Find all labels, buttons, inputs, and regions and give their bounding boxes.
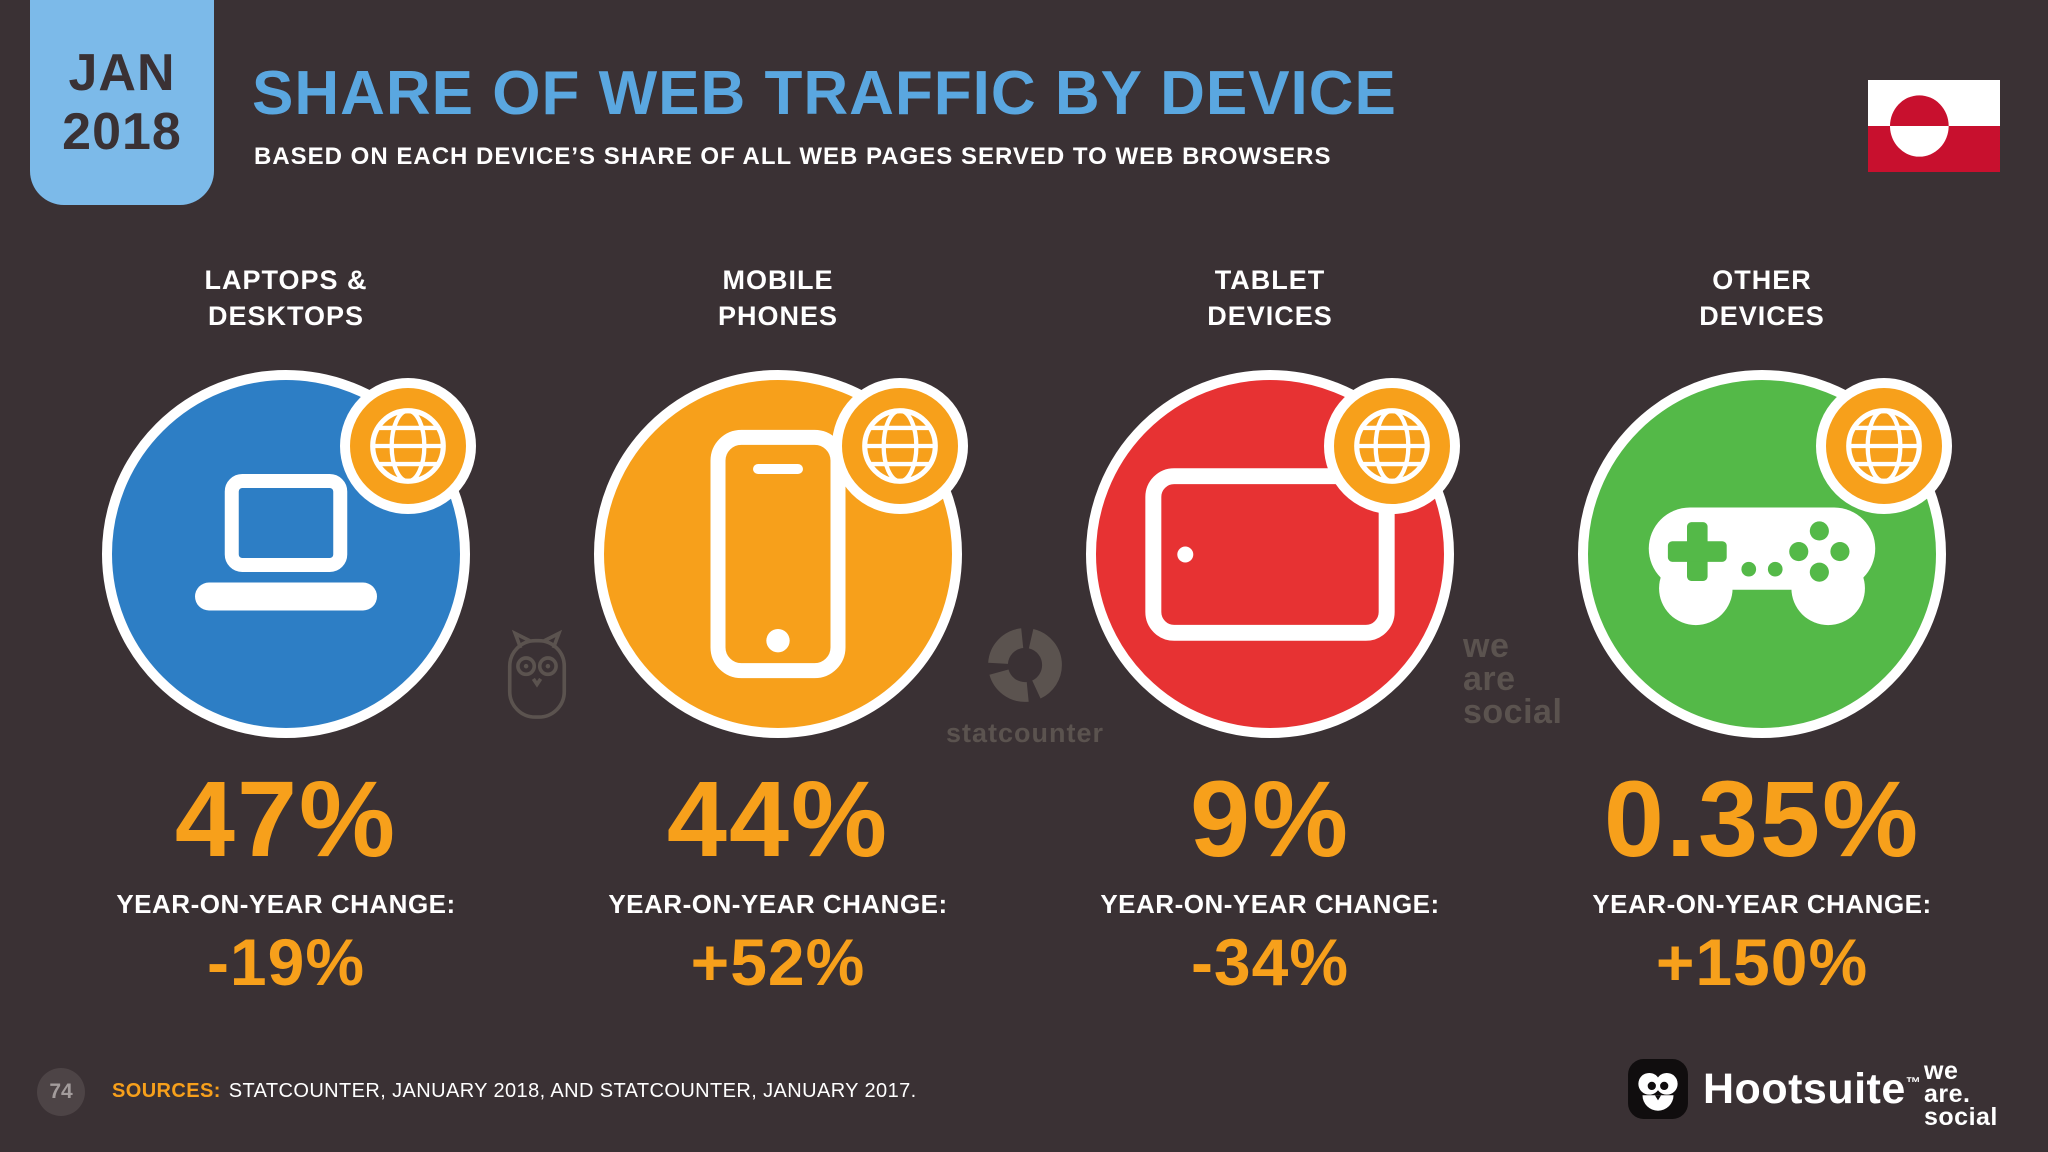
device-column-tablet: TABLET DEVICES [1024, 262, 1516, 1000]
hootsuite-owl-watermark-icon [500, 628, 574, 733]
statcounter-pie-icon [988, 628, 1062, 702]
yoy-change-value: +52% [690, 924, 866, 999]
globe-badge [340, 378, 476, 514]
share-value: 0.35% [1603, 758, 1921, 879]
wm-was-line: are [1463, 660, 1516, 698]
hootsuite-logo: Hootsuite™ [1627, 1058, 1921, 1120]
statcounter-watermark: statcounter [945, 620, 1105, 749]
greenland-flag [1868, 80, 2000, 172]
device-columns: LAPTOPS & DESKTOPS [40, 262, 2008, 1000]
globe-badge [1816, 378, 1952, 514]
device-label-line1: LAPTOPS & [204, 265, 368, 295]
date-year: 2018 [62, 102, 182, 161]
device-label-line2: PHONES [717, 301, 839, 332]
yoy-change-label: YEAR-ON-YEAR CHANGE: [1100, 888, 1440, 919]
hootsuite-wordmark: Hootsuite™ [1703, 1065, 1921, 1114]
date-badge: JAN 2018 [30, 0, 214, 205]
device-circle [102, 370, 476, 738]
device-circle [1086, 370, 1460, 738]
device-label-line1: TABLET [1214, 265, 1326, 295]
sources-label: SOURCES: [112, 1080, 221, 1102]
device-label: TABLET DEVICES [1207, 262, 1333, 336]
hootsuite-owl-icon [1628, 1059, 1688, 1119]
hootsuite-wordmark-text: Hootsuite [1703, 1064, 1906, 1113]
wm-was-line: social [1463, 693, 1563, 731]
game-controller-icon [1648, 506, 1876, 625]
device-label-line2: DEVICES [1699, 301, 1825, 332]
device-label-line2: DEVICES [1207, 301, 1333, 332]
globe-icon [370, 408, 446, 484]
was-logo-line: social [1924, 1103, 1998, 1131]
device-label: LAPTOPS & DESKTOPS [204, 262, 367, 336]
yoy-change-label: YEAR-ON-YEAR CHANGE: [608, 888, 948, 919]
we-are-social-logo: we are. social [1924, 1057, 1998, 1131]
device-label-line1: OTHER [1712, 265, 1812, 295]
page-title: SHARE OF WEB TRAFFIC BY DEVICE [252, 59, 1397, 128]
share-value: 47% [174, 758, 398, 879]
wm-was-line: we [1463, 627, 1510, 665]
share-value: 44% [666, 758, 890, 879]
yoy-change-value: -34% [1190, 924, 1350, 999]
device-label-line1: MOBILE [722, 265, 834, 295]
device-label-line2: DESKTOPS [207, 301, 365, 332]
globe-icon [1354, 408, 1430, 484]
was-logo-line: are. [1924, 1080, 1971, 1108]
share-value: 9% [1189, 758, 1351, 879]
globe-icon [862, 408, 938, 484]
device-label: OTHER DEVICES [1699, 262, 1825, 336]
yoy-change-label: YEAR-ON-YEAR CHANGE: [1592, 888, 1932, 919]
sources-line: SOURCES: STATCOUNTER, JANUARY 2018, AND S… [112, 1080, 917, 1103]
greenland-flag-graphic [1868, 80, 2000, 172]
tablet-icon [1145, 467, 1395, 641]
yoy-change-label: YEAR-ON-YEAR CHANGE: [116, 888, 456, 919]
device-column-mobile: MOBILE PHONES [532, 262, 1024, 1000]
device-circle [594, 370, 968, 738]
was-logo-line: we [1924, 1057, 1959, 1085]
globe-icon [1846, 408, 1922, 484]
device-label: MOBILE PHONES [718, 262, 838, 336]
page-subtitle: BASED ON EACH DEVICE’S SHARE OF ALL WEB … [254, 143, 1332, 170]
laptop-icon [195, 473, 377, 610]
globe-badge [1324, 378, 1460, 514]
device-column-other: OTHER DEVICES [1516, 262, 2008, 1000]
we-are-social-watermark: we are social [1463, 627, 1563, 731]
date-month: JAN [68, 44, 176, 103]
device-circle-bg [1578, 370, 1946, 738]
device-circle [1578, 370, 1952, 738]
yoy-change-value: +150% [1655, 924, 1869, 999]
page-number-badge: 74 [37, 1068, 85, 1116]
mobile-phone-icon [710, 429, 846, 679]
yoy-change-value: -19% [206, 924, 366, 999]
trademark-symbol: ™ [1905, 1074, 1922, 1092]
statcounter-watermark-label: statcounter [945, 718, 1105, 748]
globe-badge [832, 378, 968, 514]
sources-text: STATCOUNTER, JANUARY 2018, AND STATCOUNT… [228, 1080, 917, 1102]
device-column-laptops: LAPTOPS & DESKTOPS [40, 262, 532, 1000]
